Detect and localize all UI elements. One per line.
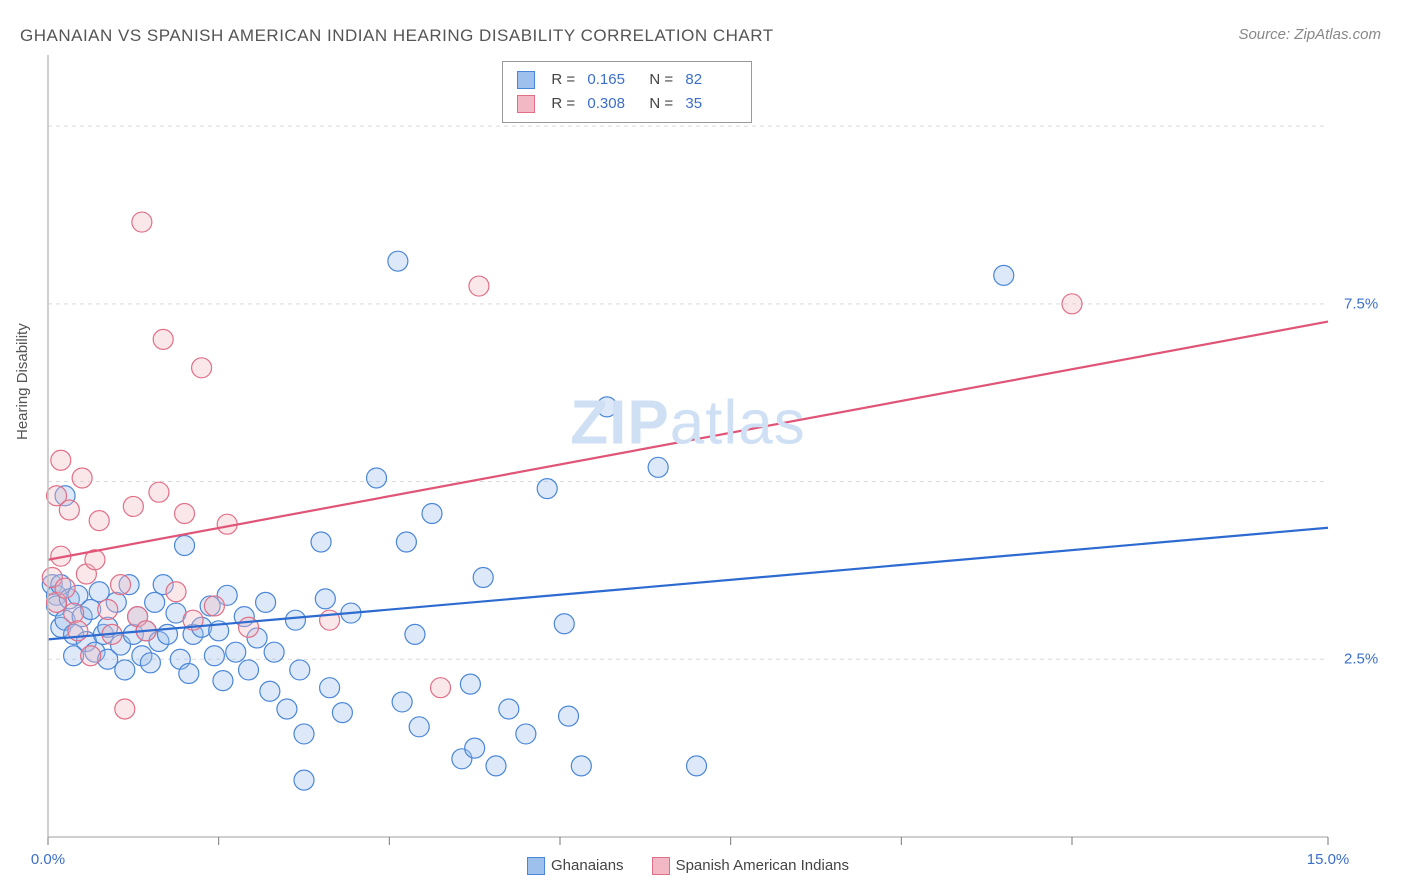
legend-label: Ghanaians xyxy=(551,857,624,874)
correlation-legend: R = 0.165 N = 82 R = 0.308 N = 35 xyxy=(502,61,752,123)
legend-swatch xyxy=(517,71,535,89)
n-label: N = xyxy=(649,68,675,92)
n-label: N = xyxy=(649,92,675,116)
legend-swatch xyxy=(652,857,670,875)
legend-swatch xyxy=(527,857,545,875)
plot-area: ZIPatlas R =0.165N =82R =0.308N =35 Ghan… xyxy=(48,55,1328,837)
legend-swatch xyxy=(517,95,535,113)
r-label: R = xyxy=(551,68,577,92)
scatter-plot-svg xyxy=(48,55,1328,847)
y-tick-label: 2.5% xyxy=(1344,651,1378,668)
n-value: 35 xyxy=(685,92,737,116)
x-tick-label: 15.0% xyxy=(1307,851,1350,868)
legend-label: Spanish American Indians xyxy=(676,857,849,874)
source-attribution: Source: ZipAtlas.com xyxy=(1238,26,1381,43)
legend-item: Ghanaians xyxy=(527,857,624,875)
r-value: 0.165 xyxy=(587,68,639,92)
x-tick-label: 0.0% xyxy=(31,851,65,868)
y-tick-label: 7.5% xyxy=(1344,295,1378,312)
r-value: 0.308 xyxy=(587,92,639,116)
legend-row: R = 0.165 N = 82 xyxy=(517,68,737,92)
legend-item: Spanish American Indians xyxy=(652,857,849,875)
n-value: 82 xyxy=(685,68,737,92)
chart-canvas: GHANAIAN VS SPANISH AMERICAN INDIAN HEAR… xyxy=(0,0,1406,892)
y-axis-label: Hearing Disability xyxy=(14,323,31,440)
series-legend: Ghanaians Spanish American Indians xyxy=(527,857,849,875)
r-label: R = xyxy=(551,92,577,116)
legend-row: R = 0.308 N = 35 xyxy=(517,92,737,116)
chart-title: GHANAIAN VS SPANISH AMERICAN INDIAN HEAR… xyxy=(20,26,774,46)
